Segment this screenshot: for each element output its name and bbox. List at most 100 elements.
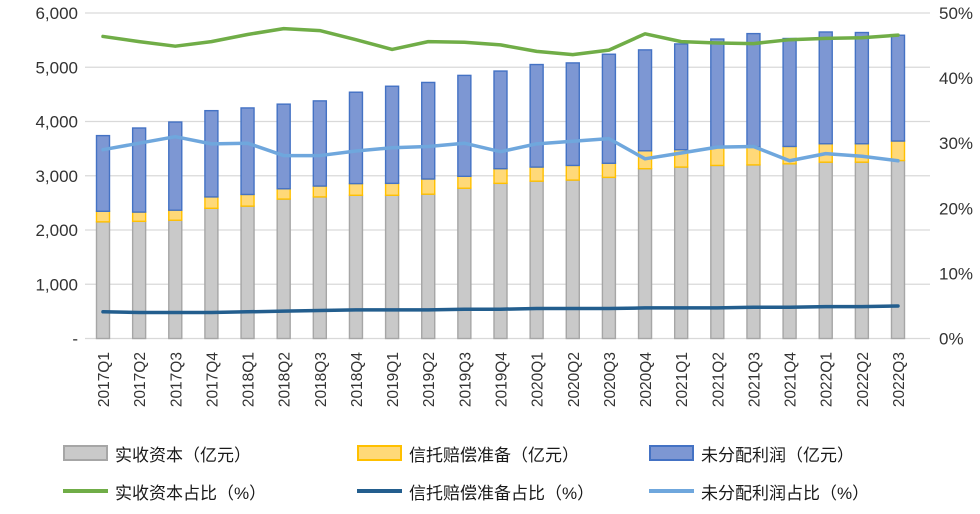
x-axis-label: 2022Q3: [891, 352, 908, 407]
x-axis-label: 2019Q1: [385, 352, 402, 407]
bar-trust-reserve: [312, 185, 328, 198]
line-reserve-ratio: [101, 304, 900, 315]
bar-paid-in-capital: [421, 193, 436, 340]
x-axis-label: 2017Q4: [204, 352, 221, 408]
y-axis-label-left: 4,000: [35, 113, 78, 132]
x-axis-label: 2020Q1: [530, 352, 547, 407]
bar-undistributed-profit: [710, 38, 725, 148]
bar-undistributed-profit: [673, 43, 689, 151]
bar-trust-reserve: [348, 182, 364, 196]
y-axis-label-right: 40%: [939, 69, 973, 88]
x-axis-label: 2021Q1: [674, 352, 691, 407]
bar-paid-in-capital: [384, 194, 400, 340]
bar-paid-in-capital: [276, 198, 291, 340]
reserve-ratio-line-swatch: [357, 489, 402, 493]
bar-trust-reserve: [565, 164, 580, 181]
x-axis-label: 2020Q4: [638, 352, 655, 408]
bar-paid-in-capital: [746, 164, 761, 340]
bar-trust-reserve: [493, 167, 508, 185]
x-axis-label: 2021Q3: [746, 352, 763, 407]
bar-trust-reserve: [204, 196, 219, 210]
y-axis-label-right: 50%: [939, 4, 973, 23]
bar-paid-in-capital: [493, 182, 508, 340]
bar-trust-reserve: [276, 188, 291, 200]
bar-trust-reserve: [529, 166, 544, 182]
bar-undistributed-profit: [312, 100, 328, 187]
y-axis-label-right: 30%: [939, 134, 973, 153]
bar-paid-in-capital: [168, 219, 183, 340]
bar-trust-reserve: [890, 140, 906, 162]
bar-paid-in-capital: [457, 187, 472, 340]
y-axis-label-right: 10%: [939, 264, 973, 283]
bar-trust-reserve: [168, 209, 183, 221]
bar-paid-in-capital: [890, 159, 906, 340]
bar-undistributed-profit: [493, 70, 508, 170]
bar-paid-in-capital: [710, 164, 725, 340]
bar-undistributed-profit: [421, 81, 436, 180]
x-axis-label: 2019Q4: [494, 352, 511, 408]
bar-undistributed-profit: [276, 103, 291, 190]
y-axis-label-left: 3,000: [35, 167, 78, 186]
bar-paid-in-capital: [673, 166, 689, 340]
bar-paid-in-capital: [529, 180, 544, 340]
legend-label: 未分配利润（亿元）: [701, 445, 854, 465]
bar-undistributed-profit: [348, 91, 364, 185]
y-axis-label-left: 5,000: [35, 58, 78, 77]
bar-trust-reserve: [457, 175, 472, 189]
x-axis-label: 2018Q3: [313, 352, 330, 407]
bar-trust-reserve: [854, 143, 870, 163]
x-axis-label: 2019Q2: [421, 352, 438, 407]
undistributed-profit-swatch: [649, 445, 694, 461]
bar-undistributed-profit: [384, 85, 400, 185]
legend-item-paid-in-capital: 实收资本（亿元）: [63, 440, 251, 466]
bar-paid-in-capital: [131, 220, 147, 340]
y-axis-label-left: 1,000: [35, 275, 78, 294]
legend-label: 实收资本占比（%）: [115, 483, 267, 503]
y-axis-label-right: 0%: [939, 330, 964, 349]
legend-label: 未分配利润占比（%）: [701, 483, 870, 503]
bar-undistributed-profit: [95, 134, 111, 212]
bar-undistributed-profit: [168, 121, 183, 211]
bar-paid-in-capital: [95, 221, 111, 340]
bar-undistributed-profit: [601, 53, 617, 164]
x-axis-label: 2017Q1: [96, 352, 113, 407]
bar-undistributed-profit: [782, 37, 797, 148]
legend-item-reserve-ratio: 信托赔偿准备占比（%）: [357, 478, 594, 504]
bar-trust-reserve: [95, 210, 111, 223]
y-axis-label-left: 6,000: [35, 4, 78, 23]
bar-trust-reserve: [131, 211, 147, 223]
legend-label: 信托赔偿准备占比（%）: [409, 483, 595, 503]
bar-undistributed-profit: [131, 127, 147, 213]
x-axis-label: 2020Q2: [566, 352, 583, 407]
x-axis-label: 2020Q3: [602, 352, 619, 407]
bar-trust-reserve: [240, 193, 255, 207]
x-axis-label: 2018Q4: [349, 352, 366, 408]
line-paid-in-capital-ratio: [101, 26, 900, 57]
bar-paid-in-capital: [348, 194, 364, 340]
x-axis-label: 2017Q3: [168, 352, 185, 407]
bar-paid-in-capital: [637, 167, 653, 340]
bar-trust-reserve: [710, 146, 725, 167]
bar-paid-in-capital: [240, 205, 255, 340]
legend-label: 信托赔偿准备（亿元）: [409, 445, 579, 465]
line-undistributed-profit-ratio: [101, 134, 900, 163]
x-axis-label: 2018Q1: [241, 352, 258, 407]
bar-paid-in-capital: [565, 179, 580, 340]
bar-trust-reserve: [384, 182, 400, 196]
bar-undistributed-profit: [854, 31, 870, 145]
legend-row-lines: 实收资本占比（%） 信托赔偿准备占比（%） 未分配利润占比（%）: [0, 478, 980, 504]
y-axis-label-left: -: [72, 330, 78, 349]
x-axis-label: 2019Q3: [457, 352, 474, 407]
bar-paid-in-capital: [312, 196, 328, 340]
y-axis-label-right: 20%: [939, 199, 973, 218]
undistributed-ratio-line-swatch: [649, 489, 694, 493]
legend-item-paid-in-ratio: 实收资本占比（%）: [63, 478, 266, 504]
bar-paid-in-capital: [204, 207, 219, 340]
bar-undistributed-profit: [529, 63, 544, 168]
x-axis-label: 2021Q4: [783, 352, 800, 408]
bar-paid-in-capital: [818, 161, 833, 340]
trust-reserve-swatch: [357, 445, 402, 461]
x-axis-label: 2022Q2: [855, 352, 872, 407]
bar-undistributed-profit: [204, 109, 219, 198]
